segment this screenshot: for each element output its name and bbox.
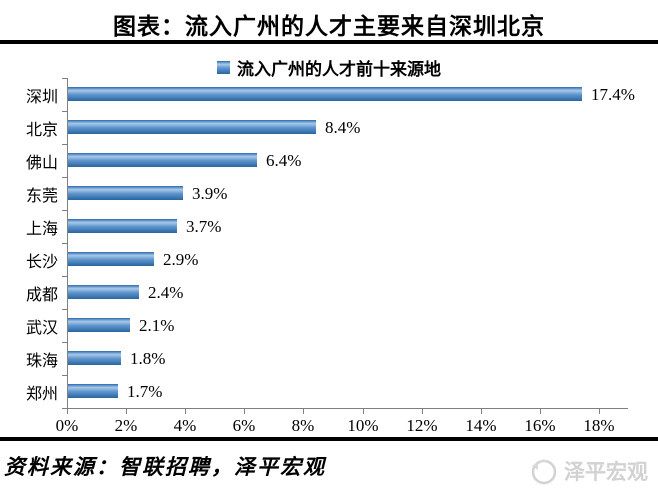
bar [68,252,154,266]
bar [68,384,118,398]
bar [68,351,121,365]
y-axis-tick [62,78,67,79]
brand-watermark: 泽平宏观 [528,456,648,486]
y-axis-tick [62,111,67,112]
x-axis-tick [599,409,600,414]
megaphone-icon [531,459,557,485]
x-axis-tick [185,409,186,414]
x-axis-tick-label: 8% [291,416,315,435]
y-axis-tick [62,342,67,343]
x-axis-tick-label: 2% [114,416,138,435]
x-axis-tick [67,409,68,414]
value-label: 6.4% [266,150,302,170]
value-label: 2.4% [148,282,184,302]
bar [68,318,130,332]
y-axis-tick [62,177,67,178]
x-axis-tick [126,409,127,414]
category-label: 成都 [25,284,58,304]
legend-label: 流入广州的人才前十来源地 [237,59,441,80]
x-axis-tick [481,409,482,414]
category-label: 武汉 [25,317,58,337]
value-label: 1.7% [127,381,163,401]
divider-bottom [0,437,658,441]
x-axis-tick-label: 16% [524,416,556,435]
series-swatch-icon [217,60,230,74]
divider-top [0,40,658,44]
x-axis-tick [244,409,245,414]
bar [68,87,582,101]
legend: 流入广州的人才前十来源地 [0,56,658,80]
category-label: 珠海 [25,350,58,370]
brand-name: 泽平宏观 [564,459,648,484]
bar [68,153,257,167]
category-label: 长沙 [25,251,58,271]
y-axis-tick [62,276,67,277]
category-label: 北京 [25,119,58,139]
x-axis-line [67,408,628,409]
value-label: 3.9% [192,183,228,203]
bar [68,120,316,134]
x-axis-tick-label: 18% [583,416,615,435]
x-axis-tick-label: 0% [55,416,79,435]
x-axis-tick [303,409,304,414]
category-label: 深圳 [25,86,58,106]
bar [68,285,139,299]
y-axis-tick [62,375,67,376]
value-label: 8.4% [325,117,361,137]
y-axis-tick [62,408,67,409]
category-label: 郑州 [25,383,58,403]
value-label: 3.7% [186,216,222,236]
x-axis-tick [540,409,541,414]
y-axis-tick [62,144,67,145]
x-axis-tick-label: 12% [406,416,438,435]
y-axis-line [67,78,68,408]
value-label: 17.4% [591,84,635,104]
category-label: 东莞 [25,185,58,205]
bar [68,186,183,200]
bar [68,219,177,233]
value-label: 2.1% [139,315,175,335]
figure-title: 图表：流入广州的人才主要来自深圳北京 [113,13,545,40]
value-label: 2.9% [163,249,199,269]
x-axis-tick-label: 6% [232,416,256,435]
value-label: 1.8% [130,348,166,368]
x-axis-tick-label: 4% [173,416,197,435]
category-label: 佛山 [25,152,58,172]
y-axis-tick [62,210,67,211]
x-axis-tick [363,409,364,414]
x-axis-tick-label: 10% [347,416,379,435]
y-axis-tick [62,243,67,244]
x-axis-tick [422,409,423,414]
x-axis-tick-label: 14% [465,416,497,435]
source-note: 资料来源：智联招聘，泽平宏观 [4,454,326,479]
category-label: 上海 [25,218,58,238]
y-axis-tick [62,309,67,310]
